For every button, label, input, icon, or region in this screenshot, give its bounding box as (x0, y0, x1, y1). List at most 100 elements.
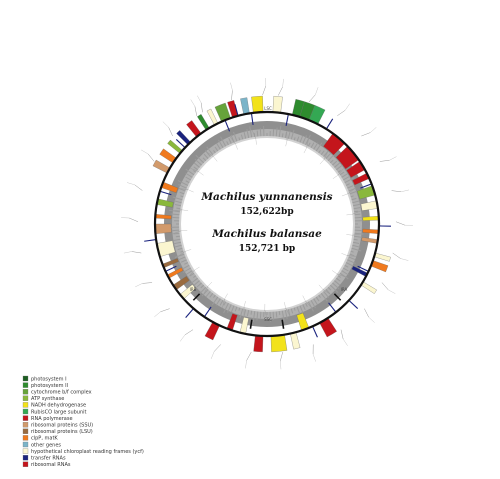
gc-ring-bar (351, 247, 362, 252)
gc-ring-bar (223, 302, 229, 314)
gc-ring-bar (250, 310, 253, 315)
gc-ring-bar (278, 125, 282, 137)
trna-tick (360, 183, 372, 189)
legend-item: photosystem II (22, 382, 68, 389)
gc-ring-bar (233, 131, 238, 142)
gene-label-leader (278, 86, 283, 96)
legend-swatch (22, 382, 29, 388)
region-labels: LSC IRA SSC IRB (190, 106, 348, 322)
gene-block (251, 95, 264, 114)
gc-ring-bar (227, 304, 232, 313)
gene-label-leader (395, 221, 406, 226)
gene-label-leader (222, 298, 225, 308)
gc-ring-bar (173, 232, 180, 235)
gene-label-tail (279, 361, 282, 370)
gene-label-leader (190, 167, 199, 172)
gc-ring-bar (342, 267, 349, 272)
boundary-tick-d (249, 319, 253, 329)
gc-ring-bar (320, 293, 328, 302)
gene-label-leader (200, 102, 203, 113)
gene-label-leader (337, 167, 345, 176)
gc-ring-bar (200, 284, 205, 289)
gene-label-tail (315, 87, 319, 95)
gene-label-leader (229, 136, 236, 145)
gene-label-leader (322, 289, 331, 295)
gc-ring-bar (223, 301, 227, 306)
legend-label: other genes (31, 442, 61, 448)
gc-ring-bar (216, 143, 221, 150)
gc-ring-bar (325, 289, 331, 295)
gc-ring-bar (353, 238, 358, 241)
gc-ring-bar (203, 153, 209, 159)
gc-ring-bar (354, 213, 361, 216)
gc-ring-bar (342, 175, 352, 181)
legend-swatch (22, 461, 29, 467)
legend-item: NADH dehydrogenase (22, 402, 86, 409)
gene-label-leader (168, 127, 173, 137)
gc-ring-bar (281, 310, 285, 322)
gene-label-tail (123, 251, 132, 254)
gene-label-leader (305, 300, 312, 309)
gene-label-tail (255, 138, 257, 145)
legend-item: photosystem I (22, 375, 67, 382)
gene-label-leader (279, 351, 283, 362)
gc-ring-bar (206, 146, 214, 155)
gc-ring-bar (176, 207, 181, 210)
gene-block (360, 281, 377, 294)
gene-label-leader (323, 151, 329, 160)
gene-label-tail (342, 338, 348, 346)
gene-label-leader (262, 85, 267, 96)
gene-label-tail (401, 189, 410, 193)
gene-label-tail (302, 295, 306, 302)
gene-label-tail (284, 302, 286, 309)
gene-label-leader (308, 94, 316, 103)
gene-label-tail (370, 127, 377, 133)
legend-item: other genes (22, 441, 61, 448)
gc-ring-bar (219, 299, 224, 306)
gc-ring-bar (249, 126, 253, 138)
trna-tick (325, 118, 334, 130)
legend-label: ATP synthase (31, 396, 64, 402)
region-label-irb: IRB (190, 287, 197, 292)
gene-label-tail (210, 351, 215, 359)
gc-ring-bar (193, 275, 197, 278)
gene-label-tail (388, 289, 396, 294)
backbone-circle (153, 110, 381, 338)
gene-label-leader (188, 270, 195, 278)
gc-ring-bar (243, 131, 247, 139)
gc-ring-bar (185, 176, 192, 181)
gc-ring-bar (290, 308, 294, 314)
gc-ring-bar (230, 305, 235, 313)
region-label-ssc: SSC (264, 317, 272, 322)
gc-ring-bar (352, 203, 362, 207)
legend-label: transfer RNAs (31, 456, 66, 462)
gc-ring-bar (323, 150, 329, 157)
gc-ring-bar (278, 311, 281, 316)
genome1-size: 152,622bp (240, 207, 293, 217)
gc-ring-bar (334, 280, 341, 286)
legend-label: clpP, matK (31, 436, 58, 442)
gc-ring-bar (194, 158, 202, 166)
gc-ring-bar (186, 270, 193, 275)
gc-ring-bar (284, 309, 288, 319)
gc-ring-bar (354, 216, 363, 219)
gc-ring-bar (177, 247, 183, 251)
gene-label-tail (235, 143, 238, 150)
legend-item: ribosomal RNAs (22, 461, 71, 468)
boundary-tick-a (281, 319, 285, 329)
gene-label-tail (224, 293, 228, 299)
legend-swatch (22, 441, 29, 448)
gc-ring-bar (174, 203, 182, 207)
gene-label-leader (178, 188, 189, 190)
gc-ring-bar (239, 308, 244, 319)
gene-label-leader (364, 308, 369, 318)
gc-ring-bar (240, 134, 244, 140)
gene-label-leader (246, 351, 252, 361)
center-text: Machilus yunnanensis 152,622bp Machilus … (200, 191, 332, 254)
gc-ring-bar (344, 264, 349, 268)
gene-label-tail (207, 281, 213, 287)
gc-ring-bar (299, 135, 304, 143)
gene-label-tail (213, 156, 218, 162)
gene-label-leader (184, 329, 194, 336)
